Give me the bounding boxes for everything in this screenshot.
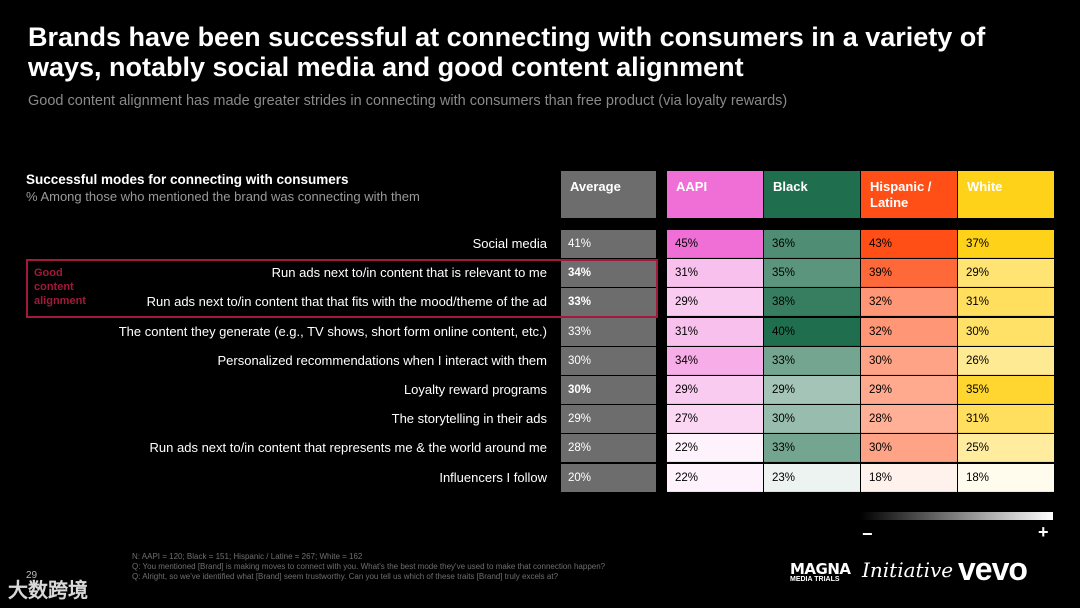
cell-black: 36%	[764, 230, 860, 258]
cell-white: 29%	[958, 259, 1054, 288]
cell-hispanic: 43%	[861, 230, 957, 258]
row-label: Personalized recommendations when I inte…	[217, 352, 548, 368]
footnotes: N: AAPI = 120; Black = 151; Hispanic / L…	[132, 552, 605, 582]
cell-hispanic: 32%	[861, 288, 957, 317]
page-subtitle: Good content alignment has made greater …	[28, 93, 788, 109]
color-scale-legend	[860, 512, 1053, 520]
row-label: Run ads next to/in content that represen…	[149, 440, 547, 456]
cell-hispanic: 18%	[861, 463, 957, 492]
cell-black: 33%	[764, 434, 860, 463]
page-title: Brands have been successful at connectin…	[28, 22, 986, 82]
column-header-black: Black	[764, 171, 860, 218]
magna-logo: MAGNA	[790, 560, 851, 578]
cell-white: 35%	[958, 376, 1054, 404]
good-content-callout-box	[26, 259, 658, 318]
row-label: Loyalty reward programs	[403, 382, 547, 397]
cell-white: 30%	[958, 317, 1054, 346]
cell-black: 40%	[764, 317, 860, 346]
cell-hispanic: 29%	[861, 376, 957, 404]
row-label: Social media	[472, 236, 547, 251]
chart-title: Successful modes for connecting with con…	[26, 172, 349, 187]
cell-aapi: 29%	[667, 376, 763, 404]
row-label: Run ads next to/in content that is relev…	[271, 265, 547, 281]
cell-average: 30%	[561, 346, 656, 375]
cell-black: 38%	[764, 288, 860, 317]
column-header-average: Average	[561, 171, 656, 218]
cell-aapi: 31%	[667, 317, 763, 346]
initiative-logo: Initiative	[862, 558, 954, 582]
legend-plus: +	[1038, 522, 1049, 542]
cell-white: 18%	[958, 463, 1054, 492]
cell-white: 31%	[958, 405, 1054, 434]
cell-average: 34%	[561, 259, 656, 288]
chart-subtitle: % Among those who mentioned the brand wa…	[26, 189, 420, 204]
cell-black: 35%	[764, 259, 860, 288]
cell-aapi: 34%	[667, 346, 763, 375]
cell-hispanic: 30%	[861, 434, 957, 463]
footnote-sample: N: AAPI = 120; Black = 151; Hispanic / L…	[132, 552, 363, 561]
good-content-callout-label: Good content alignment	[34, 267, 86, 307]
column-header-hispanic: Hispanic / Latine	[861, 171, 957, 218]
cell-white: 26%	[958, 346, 1054, 375]
footnote-question-1: Q: You mentioned [Brand] is making moves…	[132, 562, 606, 571]
column-header-white: White	[958, 171, 1054, 218]
cell-white: 25%	[958, 434, 1054, 463]
cell-average: 20%	[561, 463, 656, 492]
cell-average: 28%	[561, 434, 656, 463]
footnote-question-2: Q: Alright, so we've identified what [Br…	[132, 572, 559, 581]
cell-hispanic: 30%	[861, 346, 957, 375]
cell-hispanic: 28%	[861, 405, 957, 434]
legend-minus: −	[862, 524, 873, 544]
cell-aapi: 27%	[667, 405, 763, 434]
cell-aapi: 22%	[667, 434, 763, 463]
cell-black: 23%	[764, 463, 860, 492]
row-label: The content they generate (e.g., TV show…	[118, 323, 547, 339]
watermark: 大数跨境	[8, 580, 88, 602]
cell-hispanic: 39%	[861, 259, 957, 288]
row-label: The storytelling in their ads	[391, 411, 547, 427]
cell-aapi: 22%	[667, 463, 763, 492]
cell-black: 33%	[764, 346, 860, 375]
column-header-aapi: AAPI	[667, 171, 763, 218]
cell-white: 31%	[958, 288, 1054, 317]
row-label: Run ads next to/in content that that fit…	[146, 294, 547, 310]
cell-white: 37%	[958, 230, 1054, 258]
magna-logo-sub: MEDIA TRIALS	[790, 576, 840, 583]
cell-black: 29%	[764, 376, 860, 404]
cell-average: 33%	[561, 288, 656, 317]
cell-aapi: 31%	[667, 259, 763, 288]
row-label: Influencers I follow	[439, 469, 547, 485]
vevo-logo: vevo	[958, 551, 1028, 587]
cell-average: 41%	[561, 230, 656, 258]
cell-average: 33%	[561, 317, 656, 346]
page-number: 29	[26, 570, 38, 581]
cell-black: 30%	[764, 405, 860, 434]
cell-hispanic: 32%	[861, 317, 957, 346]
cell-average: 30%	[561, 376, 656, 404]
cell-average: 29%	[561, 405, 656, 434]
cell-aapi: 45%	[667, 230, 763, 258]
cell-aapi: 29%	[667, 288, 763, 317]
